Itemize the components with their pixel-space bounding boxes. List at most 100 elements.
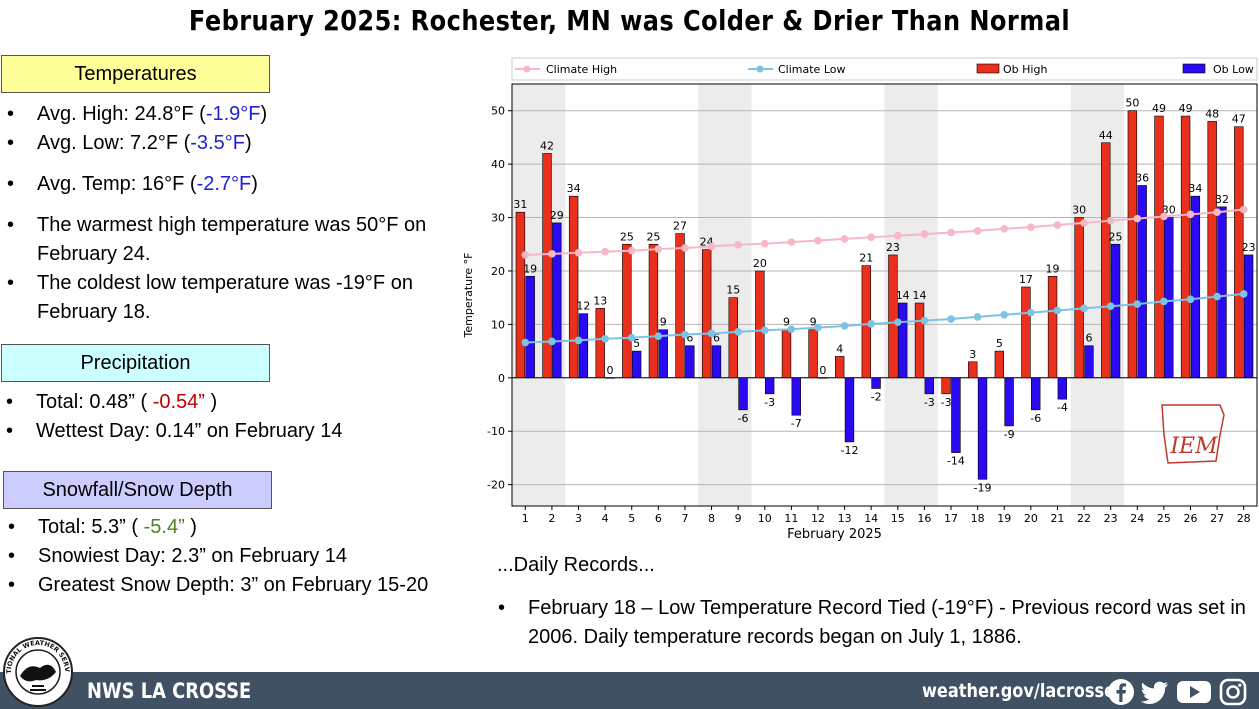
ob-high-bar — [835, 356, 845, 379]
climate-high-point — [973, 227, 982, 235]
ob-high-bar — [515, 211, 526, 379]
ob-high-bar — [968, 361, 978, 379]
climate-high-point — [707, 242, 716, 251]
x-tick-label: 23 — [1104, 512, 1118, 525]
ob-high-data-label: 44 — [1099, 129, 1113, 142]
ob-high-bar — [1234, 126, 1244, 379]
ob-high-bar — [888, 254, 898, 379]
climate-low-point — [548, 337, 556, 346]
ob-high-bar — [1180, 115, 1191, 379]
ob-low-bar — [1217, 206, 1227, 379]
x-tick-label: 27 — [1210, 512, 1224, 525]
climate-high-point — [867, 233, 875, 242]
ob-high-bar — [994, 350, 1005, 379]
ob-low-bar — [631, 350, 642, 379]
ob-high-data-label: 25 — [620, 230, 634, 243]
twitter-icon[interactable] — [1140, 678, 1170, 706]
ob-high-bar — [595, 308, 605, 379]
ob-high-bar — [1047, 276, 1058, 379]
ob-high-bar — [914, 302, 925, 379]
ob-low-bar — [1137, 185, 1147, 379]
ob-low-data-label: -2 — [871, 390, 882, 403]
climate-low-point — [973, 313, 982, 321]
ob-low-bar — [658, 329, 668, 379]
climate-high-point — [1106, 216, 1115, 225]
climate-low-point — [1160, 297, 1168, 306]
footer-bar — [0, 672, 1259, 709]
ob-high-data-label: 13 — [593, 294, 607, 307]
legend-climate-high-label: Climate High — [546, 63, 617, 76]
ob-low-data-label: 0 — [819, 364, 826, 377]
x-tick-label: 17 — [944, 512, 958, 525]
climate-low-point — [734, 328, 742, 336]
x-tick-label: 15 — [891, 512, 905, 525]
ob-low-bar — [1243, 254, 1254, 379]
climate-low-point — [574, 336, 583, 345]
avg-high-departure: -1.9°F — [205, 103, 261, 125]
snow-total-item: Total: 5.3” ( -5.4” ) — [2, 513, 452, 542]
y-tick-label: 20 — [491, 265, 505, 278]
temperatures-heading: Temperatures — [1, 55, 270, 93]
ob-low-data-label: 34 — [1188, 182, 1202, 195]
ob-low-data-label: 36 — [1135, 171, 1149, 184]
facebook-icon[interactable] — [1107, 678, 1135, 706]
climate-high-line — [525, 208, 1244, 256]
climate-low-point — [814, 323, 822, 332]
ob-high-data-label: 34 — [567, 182, 581, 195]
ob-low-data-label: 32 — [1215, 193, 1229, 206]
climate-high-point — [1160, 212, 1168, 221]
climate-low-point — [1133, 300, 1142, 308]
climate-low-point — [681, 330, 689, 339]
ob-low-bar — [1004, 377, 1014, 427]
ob-high-data-label: 14 — [913, 289, 927, 302]
y-tick-label: -10 — [487, 425, 505, 438]
ob-high-data-label: 5 — [996, 337, 1003, 350]
wettest-day-item: Wettest Day: 0.14” on February 14 — [0, 417, 450, 446]
climate-high-point — [601, 247, 609, 256]
ob-low-data-label: 5 — [633, 337, 640, 350]
climate-high-point — [1027, 223, 1035, 231]
climate-low-point — [1027, 308, 1035, 317]
climate-low-point — [1213, 292, 1221, 301]
climate-low-point — [760, 326, 769, 335]
ob-low-data-label: -4 — [1057, 401, 1068, 414]
climate-low-point — [1239, 290, 1248, 298]
ob-low-data-label: 25 — [1109, 230, 1123, 243]
climate-low-line — [525, 292, 1244, 344]
climate-high-point — [681, 244, 689, 252]
greatest-snow-depth-item: Greatest Snow Depth: 3” on February 15-2… — [2, 571, 452, 600]
climate-low-point — [521, 338, 530, 347]
x-tick-label: 10 — [758, 512, 772, 525]
climate-high-point — [654, 245, 663, 253]
ob-low-bar — [871, 377, 881, 389]
climate-low-point — [894, 318, 902, 327]
climate-high-point — [920, 230, 929, 238]
ob-high-data-label: 50 — [1125, 97, 1139, 110]
ob-high-bar — [808, 329, 818, 379]
ob-high-data-label: 20 — [753, 257, 767, 270]
ob-high-data-label: 23 — [886, 241, 900, 254]
ob-low-data-label: -6 — [738, 412, 749, 425]
youtube-icon[interactable] — [1176, 678, 1212, 706]
footer-website-link[interactable]: weather.gov/lacrosse — [922, 680, 1116, 702]
ob-low-bar — [1110, 243, 1121, 379]
warmest-high-item: The warmest high temperature was 50°F on… — [1, 211, 451, 269]
instagram-icon[interactable] — [1219, 678, 1247, 706]
ob-low-data-label: 23 — [1242, 241, 1256, 254]
climate-low-point — [1186, 295, 1195, 304]
ob-high-bar — [728, 297, 738, 379]
y-tick-label: 0 — [498, 372, 505, 385]
climate-low-point — [1080, 304, 1088, 313]
climate-low-point — [654, 332, 663, 340]
climate-high-point — [814, 236, 822, 245]
ob-high-bar — [648, 243, 659, 379]
legend-frame — [511, 57, 1258, 81]
footer-office-name: NWS LA CROSSE — [87, 679, 252, 703]
legend-ob-low-label: Ob Low — [1213, 63, 1254, 76]
x-tick-label: 13 — [838, 512, 852, 525]
precip-departure: -0.54” — [152, 391, 205, 413]
climate-low-point — [601, 335, 609, 343]
y-tick-label: -20 — [487, 479, 505, 492]
x-tick-label: 3 — [575, 512, 582, 525]
ob-high-data-label: -3 — [941, 396, 952, 409]
